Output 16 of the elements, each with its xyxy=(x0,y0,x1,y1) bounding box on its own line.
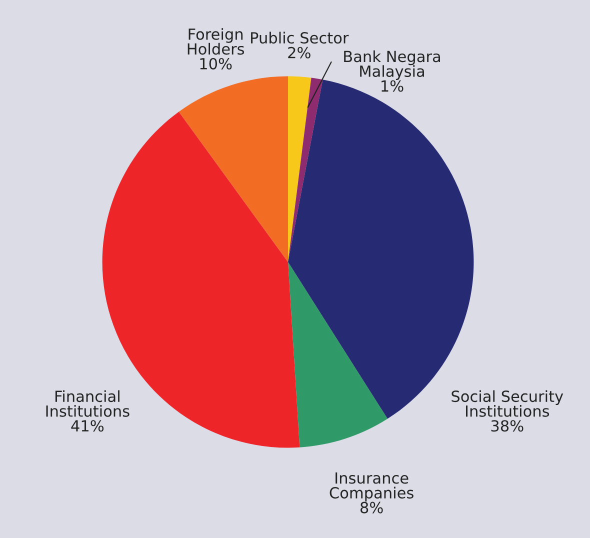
pie-slice xyxy=(178,76,288,262)
slice-label: Public Sector xyxy=(251,32,349,44)
data-label: 38% xyxy=(491,420,524,432)
data-label: 8% xyxy=(360,502,383,514)
data-label: 1% xyxy=(382,80,404,92)
slice-label: Financial Institutions xyxy=(46,390,130,417)
pie-slice xyxy=(288,76,312,262)
data-label: 41% xyxy=(71,420,104,432)
slice-label: Bank Negara Malaysia xyxy=(344,50,440,80)
slice-label: Foreign Holders xyxy=(188,28,244,55)
pie-slice xyxy=(288,262,388,448)
slice-label: Insurance Companies xyxy=(330,472,414,502)
data-label: 2% xyxy=(288,46,310,58)
pie-slice xyxy=(288,78,323,262)
data-label: 10% xyxy=(200,58,232,70)
slice-label: Social Security Institutions xyxy=(452,390,564,417)
